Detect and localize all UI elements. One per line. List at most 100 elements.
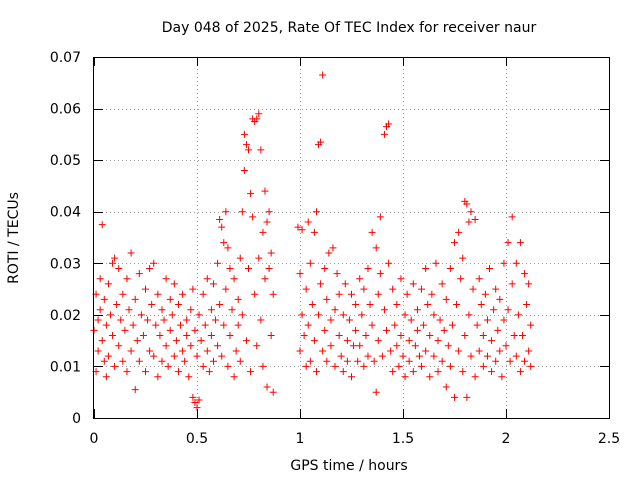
data-point [360, 285, 368, 293]
data-point [212, 316, 220, 324]
data-point [234, 295, 242, 303]
data-point [451, 239, 458, 247]
data-point [364, 264, 372, 272]
data-point [504, 306, 512, 314]
data-point [111, 362, 119, 370]
data-point [471, 373, 479, 381]
data-point [516, 368, 524, 376]
data-point [263, 383, 271, 391]
data-point [259, 228, 267, 236]
data-point [463, 200, 471, 208]
data-point [514, 311, 522, 319]
data-point [230, 373, 238, 381]
x-tick-label: 2.5 [598, 431, 620, 447]
data-point [368, 321, 376, 329]
data-point [207, 331, 215, 339]
y-tick-label: 0.07 [50, 50, 81, 66]
data-point [142, 285, 149, 293]
data-point [315, 311, 323, 319]
data-point [483, 316, 491, 324]
data-point [102, 373, 110, 381]
data-point [226, 331, 234, 339]
data-point [380, 306, 388, 314]
data-point [354, 357, 362, 365]
data-point [483, 352, 491, 360]
data-point [191, 399, 199, 407]
data-point [407, 316, 415, 324]
data-point [512, 352, 520, 360]
data-point [459, 368, 467, 376]
data-point [446, 362, 454, 370]
data-point [317, 138, 325, 146]
data-point [154, 373, 162, 381]
data-point [389, 368, 397, 376]
data-point [236, 254, 244, 262]
data-point [242, 141, 250, 149]
data-point [496, 295, 504, 303]
data-point [413, 306, 421, 314]
data-point [508, 213, 516, 221]
data-point [216, 215, 224, 223]
data-point [352, 301, 360, 309]
data-point [304, 321, 312, 329]
data-point [374, 290, 382, 298]
data-point [397, 275, 405, 283]
x-axis-label: GPS time / hours [290, 458, 407, 474]
data-point [263, 218, 271, 226]
data-point [135, 357, 143, 365]
data-point [224, 362, 232, 370]
data-point [479, 362, 487, 370]
data-point [442, 383, 450, 391]
data-point [269, 388, 277, 396]
data-point [362, 331, 370, 339]
data-point [267, 331, 275, 339]
data-point [131, 386, 139, 394]
data-point [393, 342, 401, 350]
data-point [521, 357, 529, 365]
data-point [310, 228, 318, 236]
data-point [385, 120, 393, 128]
data-point [502, 342, 510, 350]
data-point [257, 146, 265, 154]
data-point [228, 306, 236, 314]
data-point [127, 347, 135, 355]
data-point [409, 368, 417, 376]
data-point [475, 275, 483, 283]
data-point [356, 275, 364, 283]
data-point [102, 321, 110, 329]
data-point [187, 306, 195, 314]
data-point [98, 221, 106, 229]
data-point [500, 316, 508, 324]
data-point [494, 326, 502, 334]
data-point [405, 357, 413, 365]
data-point [306, 259, 314, 267]
data-point [327, 316, 335, 324]
data-point [179, 290, 187, 298]
chart-title: Day 048 of 2025, Rate Of TEC Index for r… [162, 20, 537, 36]
data-point [469, 285, 477, 293]
data-point [327, 342, 335, 350]
data-point [323, 357, 331, 365]
data-point [183, 316, 191, 324]
data-point [471, 215, 479, 223]
data-point [446, 264, 454, 272]
data-point [123, 275, 131, 283]
data-point [422, 347, 430, 355]
data-point [418, 285, 426, 293]
data-point [376, 270, 384, 278]
data-point [232, 347, 240, 355]
data-point [325, 249, 333, 257]
data-point [321, 264, 329, 272]
data-point [259, 362, 267, 370]
data-point [158, 306, 166, 314]
data-point [127, 249, 135, 257]
data-point [302, 285, 310, 293]
data-point [125, 306, 133, 314]
y-axis-label: ROTI / TECUs [6, 192, 22, 284]
data-point [508, 280, 516, 288]
y-tick-label: 0 [72, 411, 81, 427]
data-point [395, 362, 403, 370]
data-point [205, 368, 213, 376]
data-point [224, 244, 232, 252]
